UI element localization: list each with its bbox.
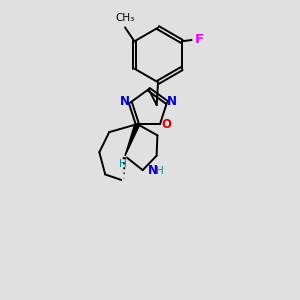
Text: N: N	[167, 95, 177, 108]
Text: H: H	[156, 166, 164, 176]
Text: N: N	[120, 95, 130, 108]
Text: O: O	[161, 118, 171, 131]
Polygon shape	[125, 123, 140, 156]
Text: CH₃: CH₃	[116, 13, 135, 22]
Text: N: N	[148, 164, 158, 177]
Text: H: H	[119, 159, 127, 169]
Text: F: F	[195, 34, 204, 46]
